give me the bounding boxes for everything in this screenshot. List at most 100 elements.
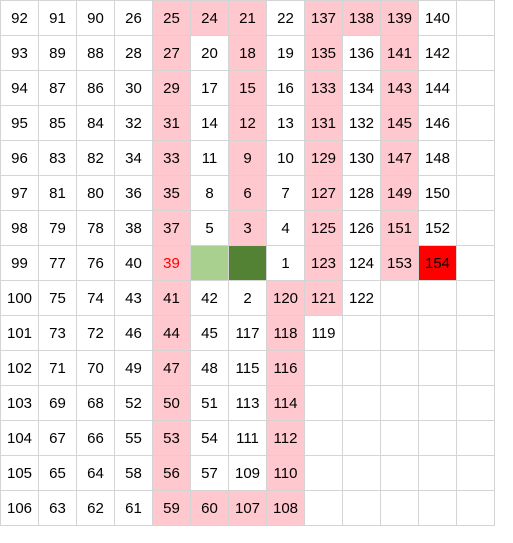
sheet-cell[interactable]: 64	[76, 455, 115, 491]
sheet-cell[interactable]: 7	[266, 175, 305, 211]
sheet-cell[interactable]: 71	[38, 350, 77, 386]
sheet-cell[interactable]: 29	[152, 70, 191, 106]
sheet-cell[interactable]	[456, 350, 495, 386]
sheet-cell[interactable]: 3	[228, 210, 267, 246]
sheet-cell[interactable]: 41	[152, 280, 191, 316]
sheet-cell[interactable]: 32	[114, 105, 153, 141]
sheet-cell[interactable]: 84	[76, 105, 115, 141]
sheet-cell[interactable]: 121	[304, 280, 343, 316]
sheet-cell[interactable]: 131	[304, 105, 343, 141]
sheet-cell[interactable]: 27	[152, 35, 191, 71]
sheet-cell[interactable]	[380, 455, 419, 491]
sheet-cell[interactable]: 120	[266, 280, 305, 316]
sheet-cell[interactable]: 104	[0, 420, 39, 456]
sheet-cell[interactable]: 47	[152, 350, 191, 386]
sheet-cell[interactable]: 74	[76, 280, 115, 316]
sheet-cell[interactable]: 33	[152, 140, 191, 176]
sheet-cell[interactable]	[456, 455, 495, 491]
sheet-cell[interactable]: 123	[304, 245, 343, 281]
sheet-cell[interactable]: 130	[342, 140, 381, 176]
sheet-cell[interactable]	[418, 315, 457, 351]
sheet-cell[interactable]	[342, 490, 381, 526]
sheet-cell[interactable]: 149	[380, 175, 419, 211]
sheet-cell[interactable]: 95	[0, 105, 39, 141]
sheet-cell[interactable]: 127	[304, 175, 343, 211]
sheet-cell[interactable]: 15	[228, 70, 267, 106]
sheet-cell[interactable]	[380, 385, 419, 421]
sheet-cell[interactable]: 67	[38, 420, 77, 456]
sheet-cell[interactable]: 150	[418, 175, 457, 211]
sheet-cell[interactable]: 114	[266, 385, 305, 421]
sheet-cell[interactable]: 34	[114, 140, 153, 176]
sheet-cell[interactable]	[456, 210, 495, 246]
sheet-cell[interactable]: 124	[342, 245, 381, 281]
sheet-cell[interactable]: 83	[38, 140, 77, 176]
sheet-cell[interactable]	[304, 490, 343, 526]
sheet-cell[interactable]: 52	[114, 385, 153, 421]
sheet-cell[interactable]: 100	[0, 280, 39, 316]
sheet-cell[interactable]: 91	[38, 0, 77, 36]
sheet-cell[interactable]: 98	[0, 210, 39, 246]
sheet-cell[interactable]: 48	[190, 350, 229, 386]
sheet-cell[interactable]: 24	[190, 0, 229, 36]
sheet-cell[interactable]: 88	[76, 35, 115, 71]
sheet-cell[interactable]	[380, 280, 419, 316]
sheet-cell[interactable]: 25	[152, 0, 191, 36]
sheet-cell[interactable]: 62	[76, 490, 115, 526]
sheet-cell[interactable]: 109	[228, 455, 267, 491]
sheet-cell[interactable]: 9	[228, 140, 267, 176]
sheet-cell[interactable]	[380, 420, 419, 456]
sheet-cell[interactable]: 36	[114, 175, 153, 211]
sheet-cell[interactable]	[456, 35, 495, 71]
sheet-cell[interactable]: 37	[152, 210, 191, 246]
sheet-cell[interactable]: 53	[152, 420, 191, 456]
sheet-cell[interactable]: 56	[152, 455, 191, 491]
sheet-cell[interactable]: 72	[76, 315, 115, 351]
sheet-cell[interactable]: 44	[152, 315, 191, 351]
sheet-cell[interactable]: 42	[190, 280, 229, 316]
sheet-cell[interactable]: 125	[304, 210, 343, 246]
sheet-cell[interactable]	[380, 350, 419, 386]
sheet-cell[interactable]	[342, 315, 381, 351]
sheet-cell[interactable]: 101	[0, 315, 39, 351]
sheet-cell[interactable]: 108	[266, 490, 305, 526]
sheet-cell[interactable]	[418, 420, 457, 456]
sheet-cell[interactable]	[456, 245, 495, 281]
sheet-cell[interactable]: 73	[38, 315, 77, 351]
sheet-cell[interactable]: 69	[38, 385, 77, 421]
sheet-cell[interactable]: 50	[152, 385, 191, 421]
sheet-cell[interactable]	[456, 280, 495, 316]
sheet-cell[interactable]: 2	[228, 280, 267, 316]
sheet-cell[interactable]: 126	[342, 210, 381, 246]
sheet-cell[interactable]: 90	[76, 0, 115, 36]
sheet-cell[interactable]: 70	[76, 350, 115, 386]
sheet-cell[interactable]: 79	[38, 210, 77, 246]
sheet-cell[interactable]: 107	[228, 490, 267, 526]
sheet-cell[interactable]	[304, 350, 343, 386]
sheet-cell[interactable]: 111	[228, 420, 267, 456]
sheet-cell[interactable]: 20	[190, 35, 229, 71]
sheet-cell[interactable]: 99	[0, 245, 39, 281]
sheet-cell[interactable]: 133	[304, 70, 343, 106]
sheet-cell[interactable]: 117	[228, 315, 267, 351]
sheet-cell[interactable]: 57	[190, 455, 229, 491]
sheet-cell[interactable]: 103	[0, 385, 39, 421]
sheet-cell[interactable]	[418, 350, 457, 386]
sheet-cell[interactable]: 58	[114, 455, 153, 491]
sheet-cell[interactable]	[418, 455, 457, 491]
sheet-cell[interactable]: 63	[38, 490, 77, 526]
sheet-cell[interactable]	[342, 385, 381, 421]
sheet-cell[interactable]: 142	[418, 35, 457, 71]
sheet-cell[interactable]: 12	[228, 105, 267, 141]
sheet-cell[interactable]	[456, 385, 495, 421]
sheet-cell[interactable]: 35	[152, 175, 191, 211]
sheet-cell[interactable]: 110	[266, 455, 305, 491]
sheet-cell[interactable]: 38	[114, 210, 153, 246]
sheet-cell[interactable]: 86	[76, 70, 115, 106]
sheet-cell[interactable]: 145	[380, 105, 419, 141]
sheet-cell[interactable]: 154	[418, 245, 457, 281]
sheet-cell[interactable]: 92	[0, 0, 39, 36]
sheet-cell[interactable]: 106	[0, 490, 39, 526]
sheet-cell[interactable]	[304, 385, 343, 421]
sheet-cell[interactable]: 87	[38, 70, 77, 106]
